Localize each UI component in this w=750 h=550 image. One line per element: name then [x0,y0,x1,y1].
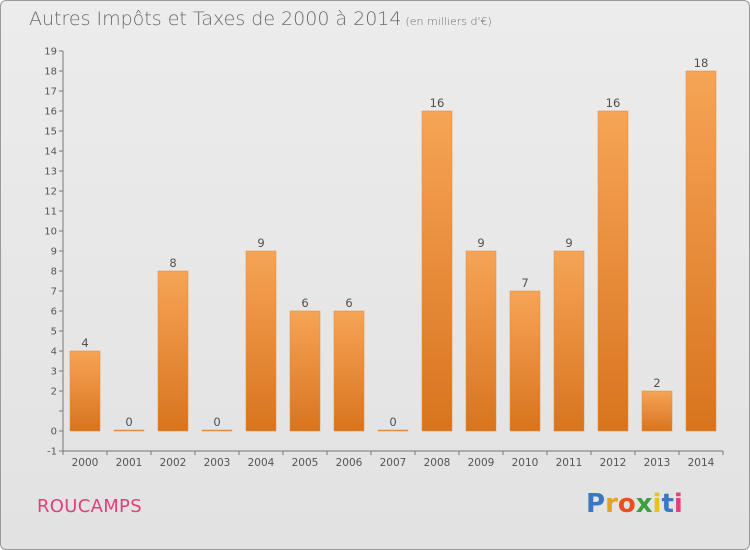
y-tick-label: 11 [44,207,57,218]
bar-value-label: 18 [694,56,709,70]
x-tick-label: 2009 [468,457,495,469]
y-tick-label: 18 [44,67,57,78]
logo-letter: x [635,489,653,519]
bar-value-label: 16 [606,96,621,110]
bar-value-label: 4 [81,336,88,350]
x-tick-label: 2010 [512,457,539,469]
bar [289,310,321,432]
bar-value-label: 2 [653,376,660,390]
bar-value-label: 7 [521,276,528,290]
bar-value-label: 16 [430,96,445,110]
x-tick-label: 2003 [204,457,231,469]
bar [509,290,541,432]
bar-value-label: 0 [213,415,220,429]
logo-letter: t [661,489,674,519]
x-tick-label: 2004 [248,457,275,469]
bar [69,350,101,432]
y-tick-label: 2 [51,387,57,398]
x-tick-label: 2012 [600,457,627,469]
bar-value-label: 9 [565,236,572,250]
x-tick-label: 2008 [424,457,451,469]
logo-letter: i [673,489,683,519]
y-tick-label: -1 [47,447,57,458]
logo-letter: P [586,489,606,519]
x-tick-label: 2001 [116,457,143,469]
chart-title: Autres Impôts et Taxes de 2000 à 2014 (en… [29,8,492,30]
bar [685,70,717,432]
x-tick-label: 2014 [688,457,715,469]
x-tick-label: 2013 [644,457,671,469]
chart-title-unit: (en milliers d'€) [405,15,492,28]
x-tick-label: 2005 [292,457,319,469]
bar [201,429,233,432]
y-tick-label: 19 [44,47,57,58]
bar-value-label: 6 [301,296,308,310]
chart-title-text: Autres Impôts et Taxes de 2000 à 2014 [29,8,402,30]
y-tick-label: 15 [44,127,57,138]
bar-value-label: 9 [477,236,484,250]
y-tick-label: 14 [44,147,57,158]
logo-letter: r [605,489,618,519]
bar [641,390,673,432]
y-tick-label: 10 [44,227,57,238]
y-tick-label: 12 [44,187,57,198]
y-tick-label: 8 [51,267,57,278]
bar [245,250,277,432]
y-tick-label: 4 [51,347,57,358]
bar-value-label: 0 [389,415,396,429]
bar-value-label: 0 [125,415,132,429]
y-tick-label: 16 [44,107,57,118]
y-tick-label: 0 [51,427,57,438]
bar-value-label: 6 [345,296,352,310]
bar-value-label: 8 [169,256,176,270]
x-tick-label: 2006 [336,457,363,469]
bar-value-label: 9 [257,236,264,250]
x-tick-label: 2002 [160,457,187,469]
bar [553,250,585,432]
y-tick-label: 5 [51,327,57,338]
x-tick-label: 2007 [380,457,407,469]
y-tick-label: 3 [51,367,57,378]
y-tick-label: 9 [51,247,57,258]
bar [157,270,189,432]
y-tick-label: 7 [51,287,57,298]
bar [421,110,453,432]
x-tick-label: 2011 [556,457,583,469]
bar [465,250,497,432]
bar [333,310,365,432]
proxiti-logo: Proxiti [586,489,683,519]
bar [113,429,145,432]
logo-letter: i [652,489,662,519]
y-tick-label: 17 [44,87,57,98]
place-name: ROUCAMPS [37,496,142,517]
logo-letter: o [617,489,636,519]
y-tick-label: 6 [51,307,57,318]
bar [597,110,629,432]
x-tick-label: 2000 [72,457,99,469]
y-tick-label: 13 [44,167,57,178]
bar [377,429,409,432]
